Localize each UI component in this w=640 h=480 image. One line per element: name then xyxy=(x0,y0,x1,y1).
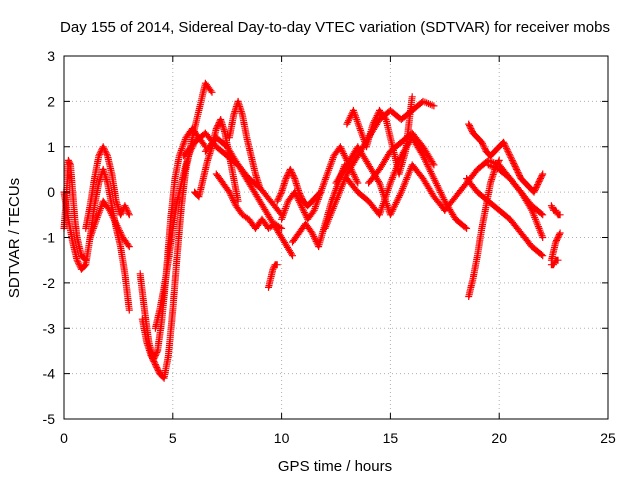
series-track-29 xyxy=(547,256,562,269)
x-tick-label: 25 xyxy=(600,430,616,446)
plus-markers xyxy=(86,197,133,251)
series-track-26 xyxy=(484,161,547,219)
plus-markers xyxy=(225,97,264,192)
plus-markers xyxy=(547,256,562,269)
plus-markers xyxy=(265,261,281,291)
chart-title: Day 155 of 2014, Sidereal Day-to-day VTE… xyxy=(60,19,610,36)
series-track-28 xyxy=(547,229,564,264)
plus-markers xyxy=(212,170,286,232)
y-tick-label: 3 xyxy=(47,48,55,64)
y-axis-title: SDTVAR / TECUs xyxy=(6,178,23,298)
series-track-3 xyxy=(82,143,133,232)
y-tick-label: -1 xyxy=(43,230,56,246)
data-points xyxy=(60,79,564,382)
plus-markers xyxy=(273,165,325,210)
x-tick-label: 15 xyxy=(383,430,399,446)
axis-ticks: 0 5 10 15 20 25 -5 -4 -3 -2 -1 0 1 2 3 xyxy=(43,48,616,446)
y-tick-label: 0 xyxy=(47,184,55,200)
y-tick-label: -2 xyxy=(43,275,56,291)
plus-markers xyxy=(547,229,564,264)
series-track-21 xyxy=(365,129,438,187)
x-axis-title: GPS time / hours xyxy=(278,458,392,475)
y-tick-label: -3 xyxy=(43,320,56,336)
plus-markers xyxy=(82,143,133,232)
y-tick-label: -5 xyxy=(43,411,56,427)
plus-markers xyxy=(151,138,199,332)
y-tick-label: 2 xyxy=(47,93,55,109)
series-track-13 xyxy=(265,261,281,291)
plus-markers xyxy=(463,175,547,260)
x-tick-label: 5 xyxy=(169,430,177,446)
plus-markers xyxy=(365,129,438,187)
series-track-23 xyxy=(465,120,547,196)
series-track-20 xyxy=(343,134,471,232)
x-tick-label: 0 xyxy=(60,430,68,446)
x-tick-label: 10 xyxy=(274,430,290,446)
y-tick-label: 1 xyxy=(47,139,55,155)
x-tick-label: 20 xyxy=(491,430,507,446)
series-track-25 xyxy=(463,175,547,260)
grid xyxy=(64,56,608,419)
series-track-12 xyxy=(225,97,264,192)
series-track-11 xyxy=(212,170,286,232)
series-track-4 xyxy=(86,197,133,251)
y-tick-label: -4 xyxy=(43,366,56,382)
series-track-27 xyxy=(547,202,564,219)
series-track-7 xyxy=(151,138,199,332)
plus-markers xyxy=(484,161,547,219)
plus-markers xyxy=(547,202,564,219)
plus-markers xyxy=(465,120,547,196)
plus-markers xyxy=(343,134,471,232)
series-track-16 xyxy=(273,165,325,210)
